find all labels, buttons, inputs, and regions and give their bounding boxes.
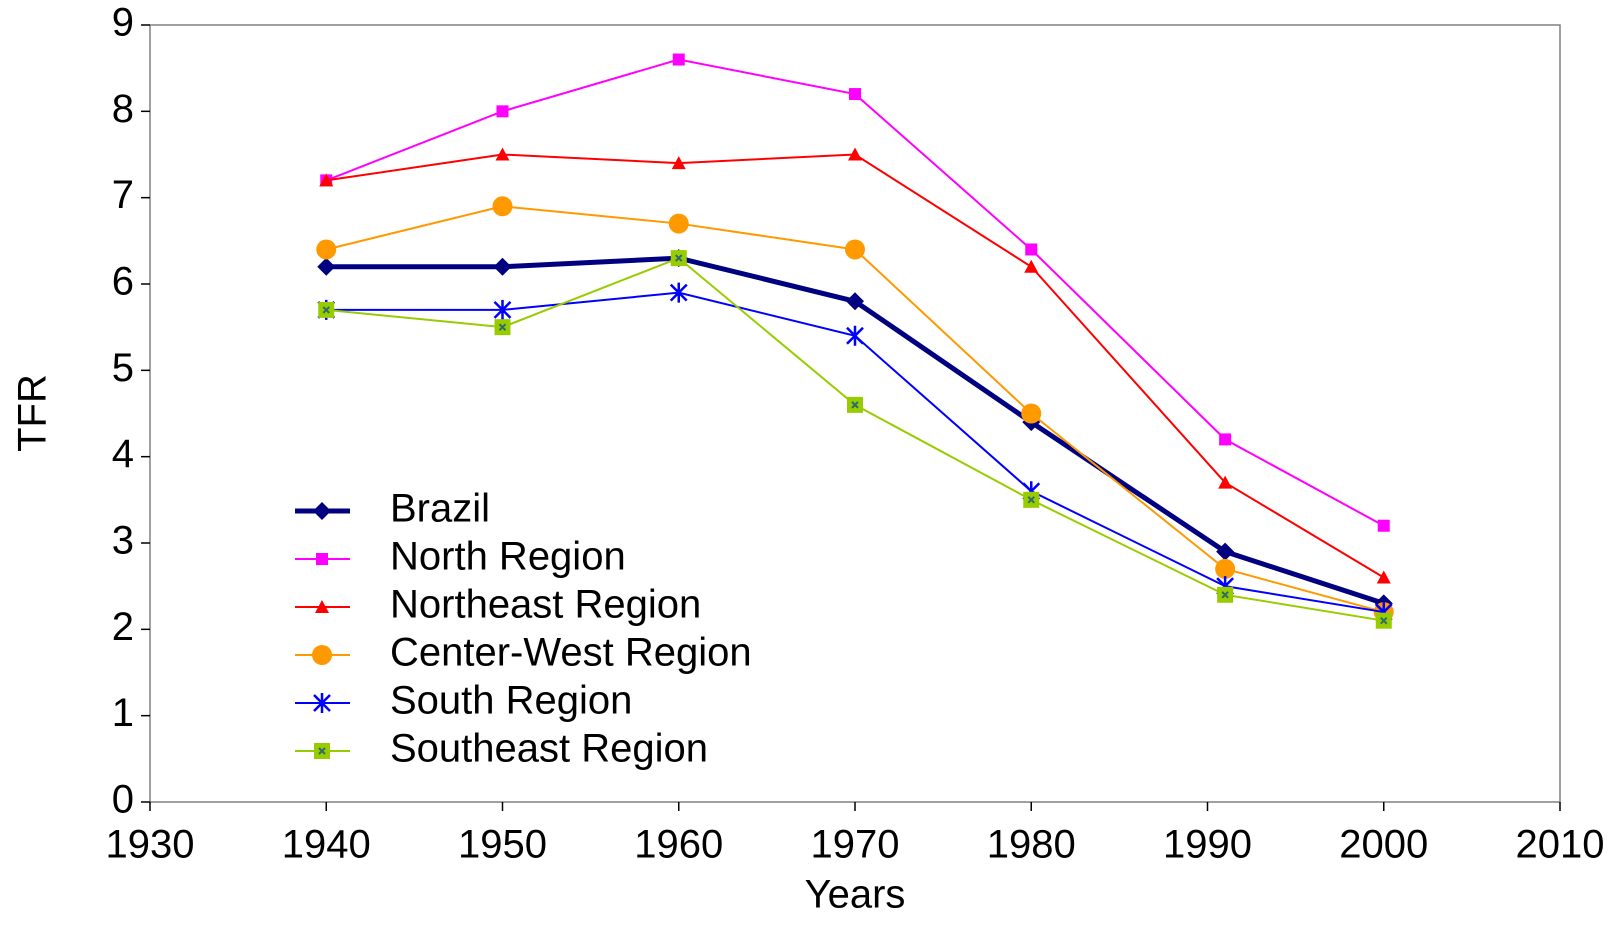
marker: [848, 147, 862, 161]
x-axis-label: Years: [805, 873, 906, 917]
marker: [1218, 475, 1233, 489]
y-tick-label: 9: [112, 1, 134, 45]
marker: [1023, 491, 1040, 508]
marker-cross: [322, 306, 330, 314]
y-tick-label: 1: [112, 691, 134, 735]
marker: [846, 325, 864, 346]
y-tick-label: 4: [112, 432, 134, 476]
legend-marker: [313, 693, 331, 713]
legend-label: Brazil: [390, 487, 490, 531]
y-tick-label: 2: [112, 605, 134, 649]
marker-cross: [1027, 496, 1035, 504]
marker: [492, 196, 513, 217]
marker: [317, 257, 336, 276]
marker: [1215, 558, 1236, 579]
x-tick-label: 1940: [282, 823, 371, 867]
legend-marker: [313, 502, 331, 520]
x-tick-label: 1950: [458, 823, 547, 867]
marker: [1216, 542, 1235, 561]
marker: [671, 156, 686, 170]
marker: [319, 173, 334, 187]
marker: [493, 257, 512, 276]
legend-label: Southeast Region: [390, 727, 708, 771]
marker: [495, 147, 510, 161]
marker-cross: [851, 401, 859, 409]
y-tick-label: 3: [112, 519, 134, 563]
marker: [846, 292, 864, 311]
marker: [668, 213, 689, 234]
legend-label: Center-West Region: [390, 631, 752, 675]
marker: [1219, 433, 1232, 446]
legend-label: South Region: [390, 679, 632, 723]
marker: [316, 239, 337, 260]
x-tick-label: 2000: [1339, 823, 1428, 867]
marker: [847, 396, 863, 413]
marker: [493, 299, 512, 320]
marker: [849, 88, 861, 101]
marker: [669, 282, 688, 303]
marker: [672, 53, 685, 66]
marker: [494, 319, 511, 336]
legend-label: Northeast Region: [390, 583, 701, 627]
legend-marker: [316, 553, 328, 565]
plot-area: [149, 24, 1561, 803]
marker: [1025, 243, 1038, 256]
y-tick-label: 0: [112, 778, 134, 822]
x-tick-label: 1980: [987, 823, 1076, 867]
y-tick-label: 7: [112, 173, 134, 217]
legend-marker: [315, 600, 329, 613]
y-tick-label: 5: [112, 346, 134, 390]
marker: [845, 239, 865, 260]
marker: [1375, 612, 1392, 629]
y-axis-label: TFR: [11, 374, 55, 452]
legend-label: North Region: [390, 535, 626, 579]
marker: [1376, 570, 1391, 584]
legend-marker: [314, 743, 330, 759]
x-tick-label: 1930: [106, 823, 195, 867]
marker-cross: [498, 323, 507, 331]
marker: [318, 301, 335, 318]
marker: [1024, 259, 1039, 273]
marker: [670, 250, 687, 267]
marker: [496, 105, 509, 118]
x-tick-label: 2010: [1516, 823, 1605, 867]
y-tick-label: 6: [112, 260, 134, 304]
marker: [1021, 403, 1042, 424]
legend-marker: [312, 645, 332, 665]
x-tick-label: 1960: [634, 823, 723, 867]
marker-cross: [1380, 616, 1388, 625]
marker-cross: [675, 254, 683, 262]
marker-cross: [1221, 591, 1229, 599]
marker: [1217, 586, 1234, 603]
x-tick-label: 1990: [1163, 823, 1252, 867]
x-tick-label: 1970: [811, 823, 900, 867]
y-tick-label: 8: [112, 87, 134, 131]
marker: [1377, 519, 1390, 532]
marker-cross: [318, 747, 326, 755]
